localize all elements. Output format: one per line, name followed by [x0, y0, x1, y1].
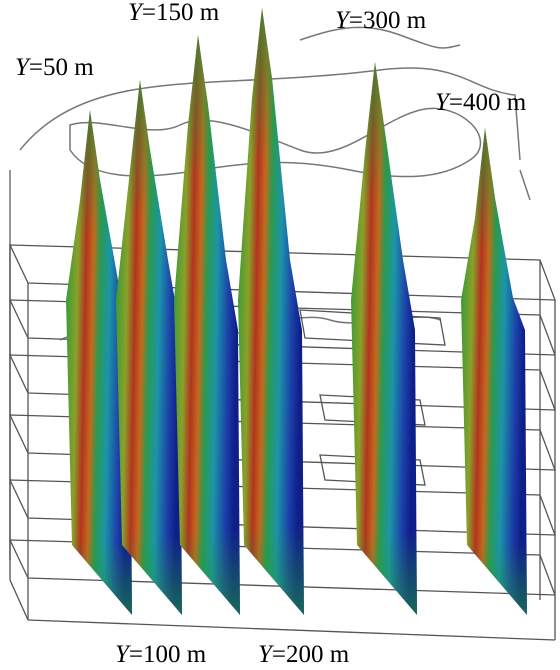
slice-shade	[238, 8, 304, 615]
label-symbol: Y	[435, 89, 452, 116]
label-text: =150 m	[142, 0, 220, 26]
label-text: =300 m	[349, 7, 427, 34]
label-text: =100 m	[129, 641, 207, 668]
label-text: =50 m	[29, 54, 94, 81]
label-symbol: Y	[15, 54, 32, 81]
slice-label: Y=200 m	[258, 641, 350, 668]
slice-shade	[174, 35, 240, 615]
label-symbol: Y	[128, 0, 145, 26]
label-symbol: Y	[335, 7, 352, 34]
frame-edge	[9, 579, 29, 621]
slices	[66, 8, 527, 615]
slice-label: Y=300 m	[335, 7, 427, 34]
slice-shade	[66, 110, 132, 615]
label-symbol: Y	[258, 641, 275, 668]
slice-label: Y=100 m	[115, 641, 207, 668]
frame-edge	[27, 619, 556, 641]
label-symbol: Y	[115, 641, 132, 668]
slice-shade	[461, 128, 527, 615]
slice-label: Y=150 m	[128, 0, 220, 26]
slice-label: Y=50 m	[15, 54, 94, 81]
slice-shade	[116, 80, 182, 615]
slice-shade	[351, 62, 417, 615]
slice-label: Y=400 m	[435, 89, 527, 116]
label-text: =400 m	[449, 89, 527, 116]
label-text: =200 m	[272, 641, 350, 668]
